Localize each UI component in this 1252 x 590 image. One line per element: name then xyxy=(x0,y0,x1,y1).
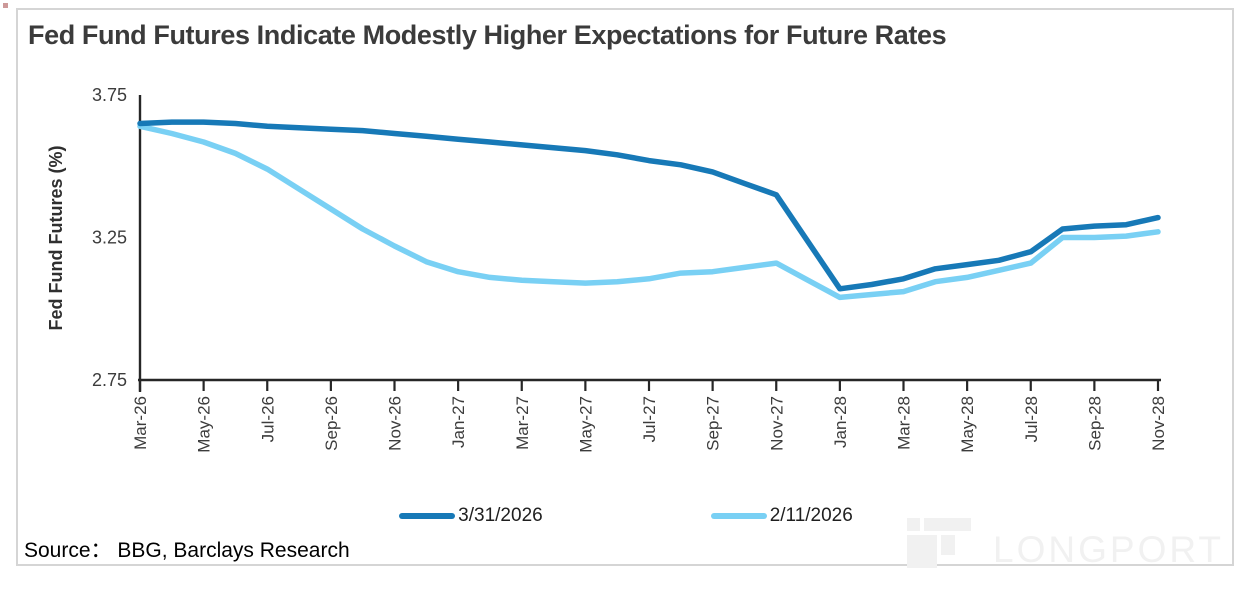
x-tick-label: Jul-26 xyxy=(258,396,277,442)
x-tick-label: Nov-28 xyxy=(1149,396,1168,451)
y-tick-label: 2.75 xyxy=(92,370,127,390)
chart-card xyxy=(16,8,1234,566)
x-tick-label: May-26 xyxy=(195,396,214,453)
x-tick-label: May-27 xyxy=(576,396,595,453)
x-tick-label: Nov-26 xyxy=(386,396,405,451)
longport-watermark: LONGPORT xyxy=(907,518,1224,568)
longport-logo-icon xyxy=(907,518,972,568)
screenshot-edge-artifact xyxy=(3,3,8,8)
watermark-label: LONGPORT xyxy=(993,529,1224,570)
y-axis-title: Fed Fund Futures (%) xyxy=(46,146,66,331)
legend-swatch-light-line xyxy=(710,513,767,519)
page-title: Fed Fund Futures Indicate Modestly Highe… xyxy=(28,20,947,50)
x-tick-label: Mar-26 xyxy=(131,396,150,450)
x-tick-label: Jul-28 xyxy=(1022,396,1041,442)
x-tick-label: Jan-28 xyxy=(831,396,850,448)
x-tick-label: Mar-27 xyxy=(513,396,532,450)
x-tick-label: Jul-27 xyxy=(640,396,659,442)
legend-item-0: 3/31/2026 xyxy=(399,505,543,527)
y-tick-label: 3.75 xyxy=(92,85,127,105)
legend-label: 2/11/2026 xyxy=(769,505,853,526)
x-tick-label: Sep-27 xyxy=(704,396,723,451)
legend-swatch-dark-line xyxy=(399,513,456,519)
x-tick-label: Nov-27 xyxy=(767,396,786,451)
source-text: Source： BBG, Barclays Research xyxy=(24,539,350,562)
series-line-2-11-2026 xyxy=(137,123,1161,301)
x-tick-label: May-28 xyxy=(958,396,977,453)
x-tick-label: Mar-28 xyxy=(895,396,914,450)
series-line-3-31-2026 xyxy=(137,119,1161,292)
legend-label: 3/31/2026 xyxy=(458,505,543,526)
chart-legend: 3/31/2026 2/11/2026 xyxy=(0,502,1252,530)
legend-item-1: 2/11/2026 xyxy=(710,505,853,527)
x-tick-label: Sep-28 xyxy=(1085,396,1104,451)
x-tick-label: Jan-27 xyxy=(449,396,468,448)
x-tick-label: Sep-26 xyxy=(322,396,341,451)
y-tick-label: 3.25 xyxy=(92,228,127,248)
